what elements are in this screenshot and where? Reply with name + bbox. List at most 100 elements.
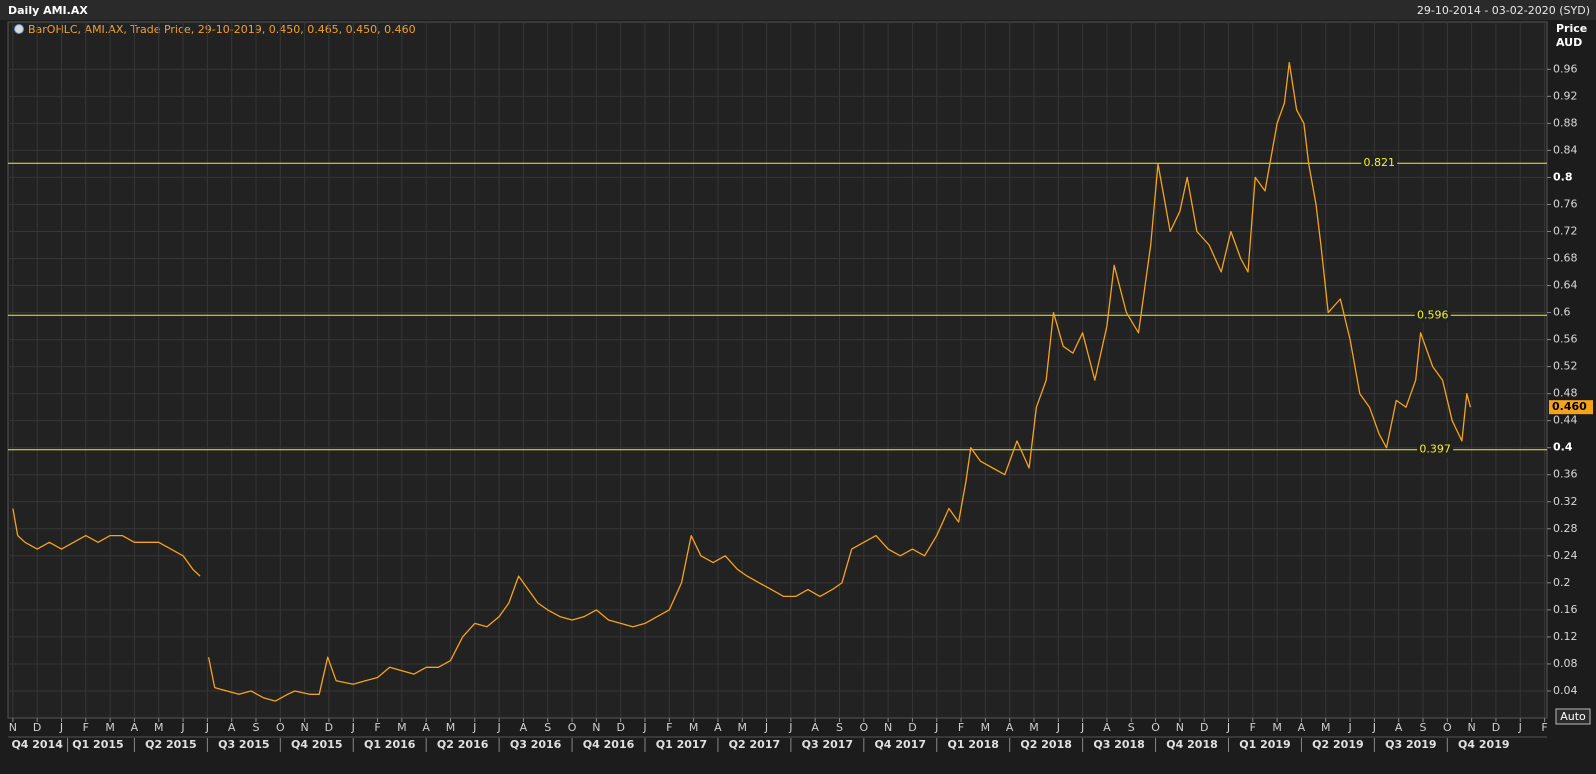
- y-tick-label: 0.76: [1553, 197, 1578, 210]
- x-tick-label: M: [154, 721, 164, 734]
- legend-icon: [14, 24, 24, 34]
- x-tick-label: J: [180, 721, 184, 734]
- x-tick-label: J: [934, 721, 938, 734]
- x-tick-label: A: [520, 721, 528, 734]
- x-tick-label: J: [764, 721, 768, 734]
- quarter-label: Q4 2019: [1458, 738, 1509, 751]
- level-label: 0.821: [1363, 156, 1395, 169]
- price-line: [12, 61, 1472, 702]
- x-tick-label: N: [9, 721, 17, 734]
- x-tick-label: A: [422, 721, 430, 734]
- x-tick-label: D: [33, 721, 41, 734]
- x-tick-label: J: [1372, 721, 1376, 734]
- y-axis-label: Price: [1556, 22, 1587, 35]
- quarter-label: Q1 2019: [1239, 738, 1290, 751]
- quarter-label: Q4 2017: [875, 738, 926, 751]
- x-tick-label: O: [859, 721, 868, 734]
- last-price-label: 0.460: [1552, 400, 1587, 413]
- level-label-bg: [1361, 156, 1398, 171]
- x-tick-label: F: [666, 721, 672, 734]
- x-tick-label: D: [1492, 721, 1500, 734]
- grid: [8, 22, 1547, 718]
- x-tick-label: J: [1518, 721, 1522, 734]
- x-tick-label: S: [252, 721, 259, 734]
- x-tick-label: A: [1395, 721, 1403, 734]
- y-tick-label: 0.16: [1553, 603, 1578, 616]
- x-tick-label: F: [1250, 721, 1256, 734]
- x-tick-label: O: [568, 721, 577, 734]
- quarter-label: Q2 2017: [729, 738, 780, 751]
- x-tick-label: F: [1541, 721, 1547, 734]
- x-tick-label: M: [1321, 721, 1331, 734]
- auto-button-label[interactable]: Auto: [1560, 710, 1586, 723]
- y-tick-label: 0.24: [1553, 549, 1578, 562]
- y-tick-label: 0.36: [1553, 468, 1578, 481]
- y-tick-label: 0.56: [1553, 333, 1578, 346]
- quarter-label: Q3 2015: [218, 738, 269, 751]
- y-tick-label: 0.52: [1553, 360, 1578, 373]
- y-tick-label: 0.8: [1553, 170, 1573, 183]
- x-tick-label: J: [642, 721, 646, 734]
- y-tick-label: 0.6: [1553, 306, 1571, 319]
- x-tick-label: J: [1347, 721, 1351, 734]
- y-tick-label: 0.64: [1553, 279, 1578, 292]
- chart-title: Daily AMI.AX: [8, 4, 88, 17]
- quarter-label: Q4 2018: [1166, 738, 1217, 751]
- x-tick-label: N: [592, 721, 600, 734]
- y-tick-label: 0.48: [1553, 387, 1578, 400]
- x-tick-label: F: [83, 721, 89, 734]
- x-tick-label: J: [788, 721, 792, 734]
- x-tick-label: N: [1176, 721, 1184, 734]
- level-label: 0.397: [1419, 443, 1451, 456]
- quarter-label: Q2 2015: [145, 738, 196, 751]
- x-tick-label: F: [958, 721, 964, 734]
- auto-button[interactable]: [1555, 708, 1591, 725]
- x-tick-label: D: [616, 721, 624, 734]
- quarter-label: Q3 2017: [802, 738, 853, 751]
- y-tick-label: 0.2: [1553, 576, 1571, 589]
- y-tick-label: 0.44: [1553, 414, 1578, 427]
- x-tick-label: J: [472, 721, 476, 734]
- level-label-bg: [1414, 308, 1451, 323]
- x-tick-label: D: [1200, 721, 1208, 734]
- quarter-label: Q1 2015: [72, 738, 123, 751]
- x-tick-label: O: [1443, 721, 1452, 734]
- quarter-label: Q3 2016: [510, 738, 562, 751]
- level-label: 0.596: [1417, 308, 1449, 321]
- plot-area: [7, 21, 1548, 719]
- x-tick-label: N: [884, 721, 892, 734]
- x-tick-label: A: [1298, 721, 1306, 734]
- x-tick-label: J: [1080, 721, 1084, 734]
- y-tick-label: 0.88: [1553, 116, 1578, 129]
- x-tick-label: M: [1272, 721, 1282, 734]
- y-tick-label: 0.84: [1553, 143, 1578, 156]
- quarter-label: Q1 2017: [656, 738, 707, 751]
- x-tick-label: J: [1226, 721, 1230, 734]
- x-tick-label: D: [325, 721, 333, 734]
- quarter-label: Q2 2016: [437, 738, 489, 751]
- x-tick-label: M: [1029, 721, 1039, 734]
- x-tick-label: A: [714, 721, 722, 734]
- x-tick-label: M: [397, 721, 407, 734]
- y-tick-label: 0.32: [1553, 495, 1578, 508]
- x-tick-label: A: [131, 721, 139, 734]
- x-tick-label: J: [496, 721, 500, 734]
- y-tick-label: 0.04: [1553, 684, 1578, 697]
- x-tick-label: A: [228, 721, 236, 734]
- x-tick-label: M: [689, 721, 699, 734]
- level-label-bg: [1417, 442, 1454, 457]
- x-tick-label: A: [1006, 721, 1014, 734]
- x-tick-label: J: [351, 721, 355, 734]
- x-tick-label: S: [1128, 721, 1135, 734]
- last-price-tag: [1549, 400, 1593, 415]
- x-tick-label: S: [1420, 721, 1427, 734]
- quarter-label: Q2 2019: [1312, 738, 1363, 751]
- quarter-label: Q4 2016: [583, 738, 635, 751]
- date-range: 29-10-2014 - 03-02-2020 (SYD): [1417, 4, 1590, 17]
- x-tick-label: M: [446, 721, 456, 734]
- y-tick-label: 0.4: [1553, 441, 1573, 454]
- quarter-label: Q3 2019: [1385, 738, 1436, 751]
- x-tick-label: J: [59, 721, 63, 734]
- title-bar: [0, 0, 1596, 20]
- x-tick-label: S: [544, 721, 551, 734]
